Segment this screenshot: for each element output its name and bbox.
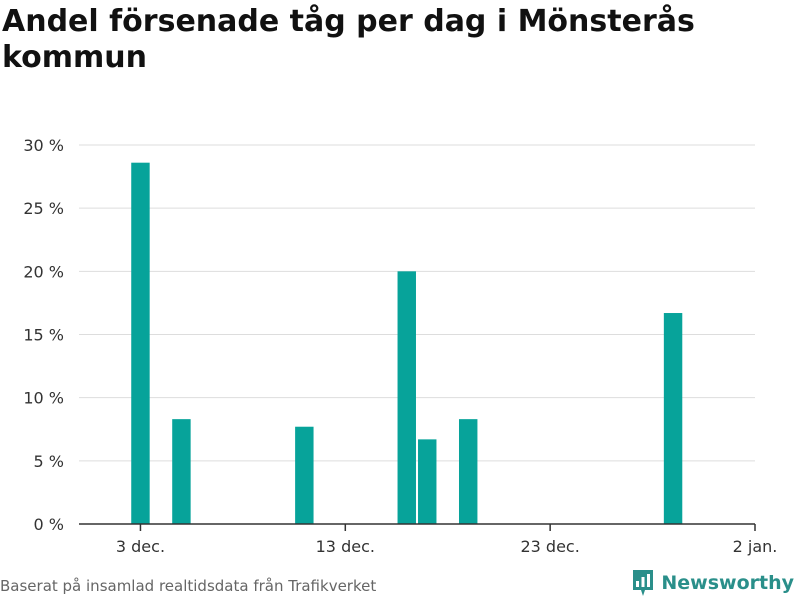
bar <box>295 426 314 524</box>
y-tick-label: 0 % <box>34 515 64 534</box>
x-tick-label: 2 jan. <box>733 537 778 556</box>
newsworthy-logo-icon <box>633 570 654 596</box>
bar <box>663 313 683 524</box>
bar <box>172 419 191 524</box>
source-note: Baserat på insamlad realtidsdata från Tr… <box>0 577 377 595</box>
brand-name: Newsworthy <box>661 572 794 594</box>
brand-logo: Newsworthy <box>631 568 794 598</box>
y-tick-label: 10 % <box>23 389 64 408</box>
bar <box>131 162 150 525</box>
x-tick-label: 3 dec. <box>116 537 165 556</box>
bar <box>418 439 437 524</box>
y-tick-label: 30 % <box>23 136 64 155</box>
bar <box>458 419 478 524</box>
y-tick-label: 20 % <box>23 262 64 281</box>
chart-title: Andel försenade tåg per dag i Mönsterås … <box>2 4 695 75</box>
bar <box>397 271 416 524</box>
y-tick-label: 25 % <box>23 199 64 218</box>
x-tick-label: 13 dec. <box>316 537 375 556</box>
y-tick-label: 15 % <box>23 326 64 345</box>
x-tick-label: 23 dec. <box>520 537 579 556</box>
y-tick-label: 5 % <box>34 452 64 471</box>
